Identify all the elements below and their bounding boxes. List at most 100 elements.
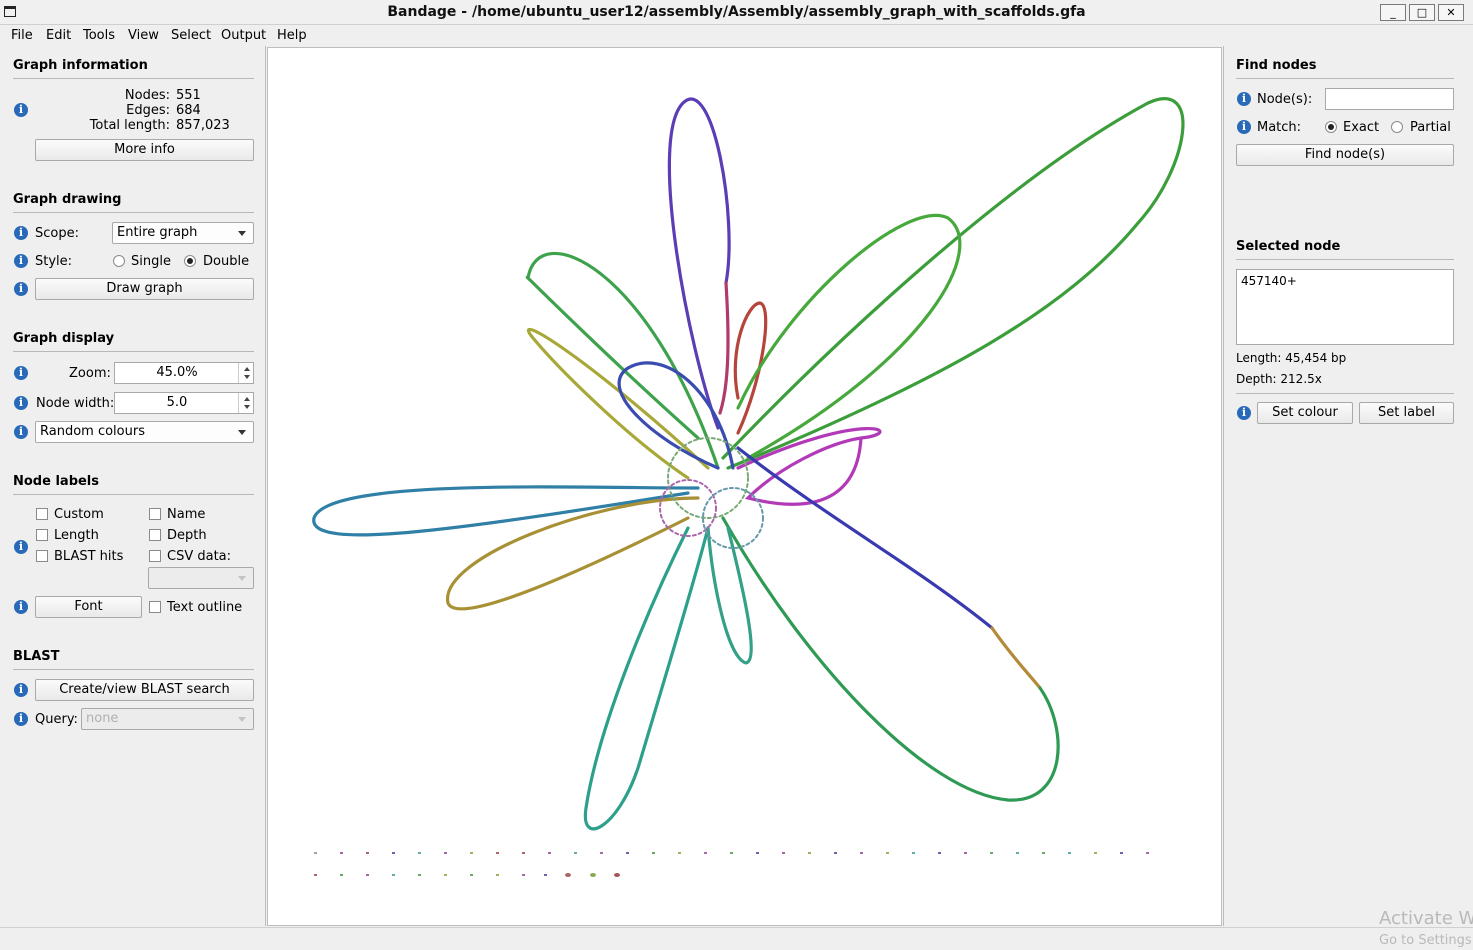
divider	[13, 212, 254, 213]
style-single-radio[interactable]	[113, 255, 125, 267]
zoom-spinbox[interactable]: 45.0%	[114, 362, 254, 384]
info-icon[interactable]: i	[14, 600, 28, 614]
menu-help[interactable]: Help	[277, 28, 307, 43]
info-icon[interactable]: i	[1237, 406, 1251, 420]
custom-checkbox[interactable]	[36, 508, 48, 520]
csv-column-dropdown[interactable]	[148, 567, 254, 589]
info-icon[interactable]: i	[14, 103, 28, 117]
spin-up-icon[interactable]	[244, 367, 250, 371]
node-width-label: Node width:	[36, 396, 115, 411]
graph-canvas[interactable]	[267, 47, 1222, 926]
selected-node-title: Selected node	[1236, 239, 1341, 254]
spin-down-icon[interactable]	[244, 405, 250, 409]
colour-scheme-dropdown[interactable]: Random colours	[35, 421, 254, 443]
more-info-button[interactable]: More info	[35, 139, 254, 161]
info-icon[interactable]: i	[1237, 92, 1251, 106]
minimize-button[interactable]: _	[1380, 4, 1406, 21]
selected-node-length: Length: 45,454 bp	[1236, 351, 1347, 365]
graph-edge	[736, 427, 882, 506]
info-icon[interactable]: i	[14, 282, 28, 296]
title-bar: Bandage - /home/ubuntu_user12/assembly/A…	[0, 0, 1473, 25]
spin-down-icon[interactable]	[244, 375, 250, 379]
info-icon[interactable]: i	[14, 366, 28, 380]
window-title: Bandage - /home/ubuntu_user12/assembly/A…	[387, 4, 1086, 20]
graph-edge	[312, 485, 700, 537]
scope-label: Scope:	[35, 226, 79, 241]
blast-hits-checkbox[interactable]	[36, 550, 48, 562]
info-icon[interactable]: i	[14, 226, 28, 240]
find-nodes-button[interactable]: Find node(s)	[1236, 144, 1454, 166]
maximize-button[interactable]: □	[1409, 4, 1435, 21]
graph-edge	[721, 97, 1185, 470]
spin-up-icon[interactable]	[244, 397, 250, 401]
menu-file[interactable]: File	[11, 28, 33, 43]
menu-view[interactable]: View	[128, 28, 159, 43]
nodes-label: Nodes:	[124, 88, 170, 103]
divider	[13, 494, 254, 495]
menu-bar: File Edit Tools View Select Output Help	[0, 25, 1473, 46]
node-width-value: 5.0	[166, 395, 188, 410]
menu-select[interactable]: Select	[171, 28, 212, 43]
selected-node-name: 457140+	[1241, 274, 1297, 288]
query-dropdown[interactable]: none	[81, 708, 254, 730]
menu-output[interactable]: Output	[221, 28, 267, 43]
graph-drawing-title: Graph drawing	[13, 192, 122, 207]
set-label-button[interactable]: Set label	[1359, 402, 1454, 424]
app-window-icon[interactable]	[4, 6, 16, 17]
info-icon[interactable]: i	[14, 683, 28, 697]
style-label: Style:	[35, 254, 73, 269]
text-outline-checkbox[interactable]	[149, 601, 161, 613]
chevron-down-icon	[238, 430, 246, 435]
divider	[13, 669, 254, 670]
divider	[1236, 259, 1454, 260]
find-nodes-input[interactable]	[1325, 88, 1454, 110]
info-icon[interactable]: i	[14, 712, 28, 726]
isolated-nodes-row	[314, 873, 620, 877]
menu-tools[interactable]: Tools	[83, 28, 116, 43]
name-label: Name	[167, 507, 206, 522]
info-icon[interactable]: i	[14, 425, 28, 439]
graph-edge	[525, 251, 720, 470]
info-icon[interactable]: i	[14, 254, 28, 268]
zoom-label: Zoom:	[69, 366, 111, 381]
length-checkbox[interactable]	[36, 529, 48, 541]
chevron-down-icon	[238, 576, 246, 581]
graph-display-title: Graph display	[13, 331, 115, 346]
chevron-down-icon	[238, 231, 246, 236]
scope-dropdown[interactable]: Entire graph	[112, 222, 254, 244]
graph-node-cluster	[659, 479, 717, 537]
csv-data-checkbox[interactable]	[149, 550, 161, 562]
font-button[interactable]: Font	[35, 596, 142, 618]
find-nodes-label: Node(s):	[1257, 92, 1313, 107]
style-double-label: Double	[203, 254, 250, 269]
blast-search-button[interactable]: Create/view BLAST search	[35, 679, 254, 701]
total-length-value: 857,023	[176, 118, 230, 133]
close-button[interactable]: ✕	[1438, 4, 1464, 21]
query-value: none	[86, 711, 119, 726]
menu-edit[interactable]: Edit	[46, 28, 72, 43]
info-icon[interactable]: i	[1237, 120, 1251, 134]
scope-value: Entire graph	[117, 225, 198, 240]
match-partial-radio[interactable]	[1391, 121, 1403, 133]
name-checkbox[interactable]	[149, 508, 161, 520]
node-width-spinbox[interactable]: 5.0	[114, 392, 254, 414]
graph-node-cluster	[667, 437, 749, 519]
style-double-radio[interactable]	[184, 255, 196, 267]
divider	[1236, 393, 1454, 394]
draw-graph-button[interactable]: Draw graph	[35, 278, 254, 300]
info-icon[interactable]: i	[14, 540, 28, 554]
selected-node-names-box[interactable]: 457140+	[1236, 269, 1454, 345]
set-colour-button[interactable]: Set colour	[1257, 402, 1353, 424]
graph-edge	[617, 361, 735, 470]
divider	[13, 351, 254, 352]
match-exact-radio[interactable]	[1325, 121, 1337, 133]
divider	[13, 78, 254, 79]
chevron-down-icon	[238, 717, 246, 722]
graph-edge	[721, 516, 1060, 802]
depth-checkbox[interactable]	[149, 529, 161, 541]
info-icon[interactable]: i	[14, 396, 28, 410]
graph-edge	[667, 97, 731, 430]
assembly-graph-drawing[interactable]	[268, 48, 1221, 925]
edges-value: 684	[176, 103, 201, 118]
graph-edge	[706, 526, 753, 665]
